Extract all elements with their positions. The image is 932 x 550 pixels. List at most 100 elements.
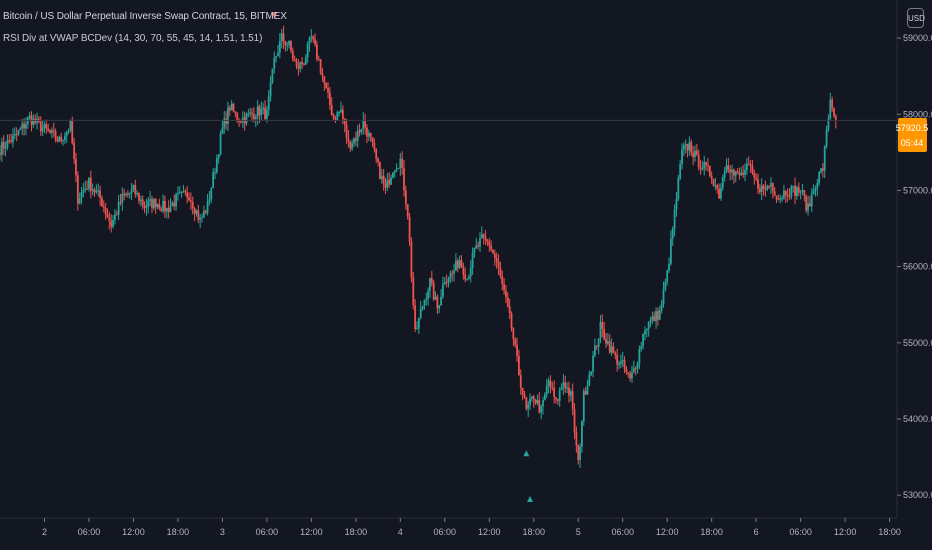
candle-body <box>58 136 61 142</box>
candle-body <box>629 373 632 379</box>
candle-body <box>201 217 203 219</box>
candle-body <box>152 198 155 208</box>
candle-body <box>50 130 53 133</box>
candle-body <box>590 371 593 375</box>
candle-body <box>833 108 835 117</box>
candlestick-series <box>0 25 837 468</box>
candle-body <box>417 317 420 329</box>
candle-body <box>408 216 411 242</box>
candle-body <box>180 192 183 194</box>
candle-body <box>810 194 813 207</box>
time-tick-label: 2 <box>42 527 47 537</box>
candle-body <box>695 150 698 155</box>
candle-body <box>549 380 552 388</box>
candle-body <box>17 130 20 135</box>
candle-body <box>299 62 302 69</box>
candle-body <box>23 123 25 129</box>
candle-body <box>284 41 287 46</box>
candle-body <box>562 382 565 388</box>
candle-body <box>132 185 135 190</box>
time-tick-label: 06:00 <box>78 527 101 537</box>
last-price-value: 57920.5 <box>896 123 929 133</box>
candle-body <box>143 204 146 208</box>
candle-body <box>178 192 181 194</box>
candle-body <box>584 390 587 395</box>
candle-body <box>829 99 832 119</box>
candle-body <box>221 127 224 134</box>
candle-body <box>790 186 793 197</box>
candle-body <box>141 199 144 205</box>
candle-body <box>223 118 226 128</box>
candle-body <box>612 346 615 354</box>
candle-body <box>545 385 548 395</box>
candle-body <box>249 112 252 114</box>
candle-body <box>303 63 305 65</box>
candle-body <box>288 40 291 45</box>
candle-body <box>510 313 513 329</box>
candle-body <box>556 399 559 401</box>
candle-body <box>514 339 517 345</box>
candle-body <box>323 76 326 84</box>
candle-body <box>627 372 630 374</box>
price-axis[interactable]: 53000.0 54000.0 55000.0 56000.0 57000.0 58000… <box>897 33 932 500</box>
candle-body <box>19 128 22 131</box>
candle-body <box>530 396 533 399</box>
candle-body <box>512 328 515 340</box>
time-axis[interactable]: 2 06:00 12:00 18:00 3 06:00 12:00 18:00 4 06:00 12… <box>42 518 901 537</box>
candle-body <box>595 345 598 347</box>
candle-body <box>123 193 126 196</box>
candle-body <box>191 201 194 209</box>
candle-body <box>430 278 433 283</box>
candle-body <box>779 198 782 200</box>
candle-body <box>536 400 539 404</box>
candle-body <box>160 208 163 211</box>
candle-body <box>623 360 626 369</box>
candle-body <box>655 311 657 322</box>
candle-body <box>707 164 709 166</box>
candle-body <box>112 219 114 227</box>
time-tick-label: 06:00 <box>256 527 279 537</box>
candle-body <box>651 316 654 321</box>
candle-body <box>8 140 11 142</box>
candle-body <box>608 341 611 353</box>
candle-body <box>258 106 261 115</box>
currency-button[interactable]: USD <box>907 8 925 28</box>
candle-body <box>634 368 637 370</box>
candle-body <box>636 363 639 369</box>
candle-body <box>632 368 635 373</box>
candle-body <box>597 338 600 347</box>
candle-body <box>745 163 748 171</box>
bearish-signal-marker <box>271 12 278 19</box>
candle-body <box>382 175 385 184</box>
time-tick-label: 5 <box>576 527 581 537</box>
candle-body <box>425 298 428 301</box>
candle-body <box>614 353 617 355</box>
candle-body <box>681 149 683 165</box>
candle-body <box>119 201 122 204</box>
candle-body <box>63 135 66 141</box>
candle-body <box>319 59 322 74</box>
symbol-title[interactable]: Bitcoin / US Dollar Perpetual Inverse Sw… <box>3 11 287 22</box>
candle-body <box>796 187 798 196</box>
candle-body <box>564 382 567 389</box>
candle-body <box>456 260 459 268</box>
countdown-timer: 05:44 <box>901 138 924 148</box>
candle-body <box>497 261 500 268</box>
candle-body <box>26 117 29 125</box>
time-tick-label: 12:00 <box>122 527 145 537</box>
candle-body <box>397 167 400 169</box>
candle-body <box>755 177 758 180</box>
candle-body <box>525 397 528 409</box>
candle-body <box>317 58 320 60</box>
candle-body <box>543 394 546 401</box>
candle-body <box>182 191 185 193</box>
candle-body <box>392 172 394 178</box>
candle-body <box>664 281 667 290</box>
candle-body <box>401 158 404 168</box>
candle-body <box>733 169 735 176</box>
candle-body <box>601 322 604 329</box>
candle-body <box>621 360 624 362</box>
candle-body <box>668 263 670 271</box>
indicator-legend[interactable]: RSI Div at VWAP BCDev (14, 30, 70, 55, 4… <box>3 33 263 44</box>
